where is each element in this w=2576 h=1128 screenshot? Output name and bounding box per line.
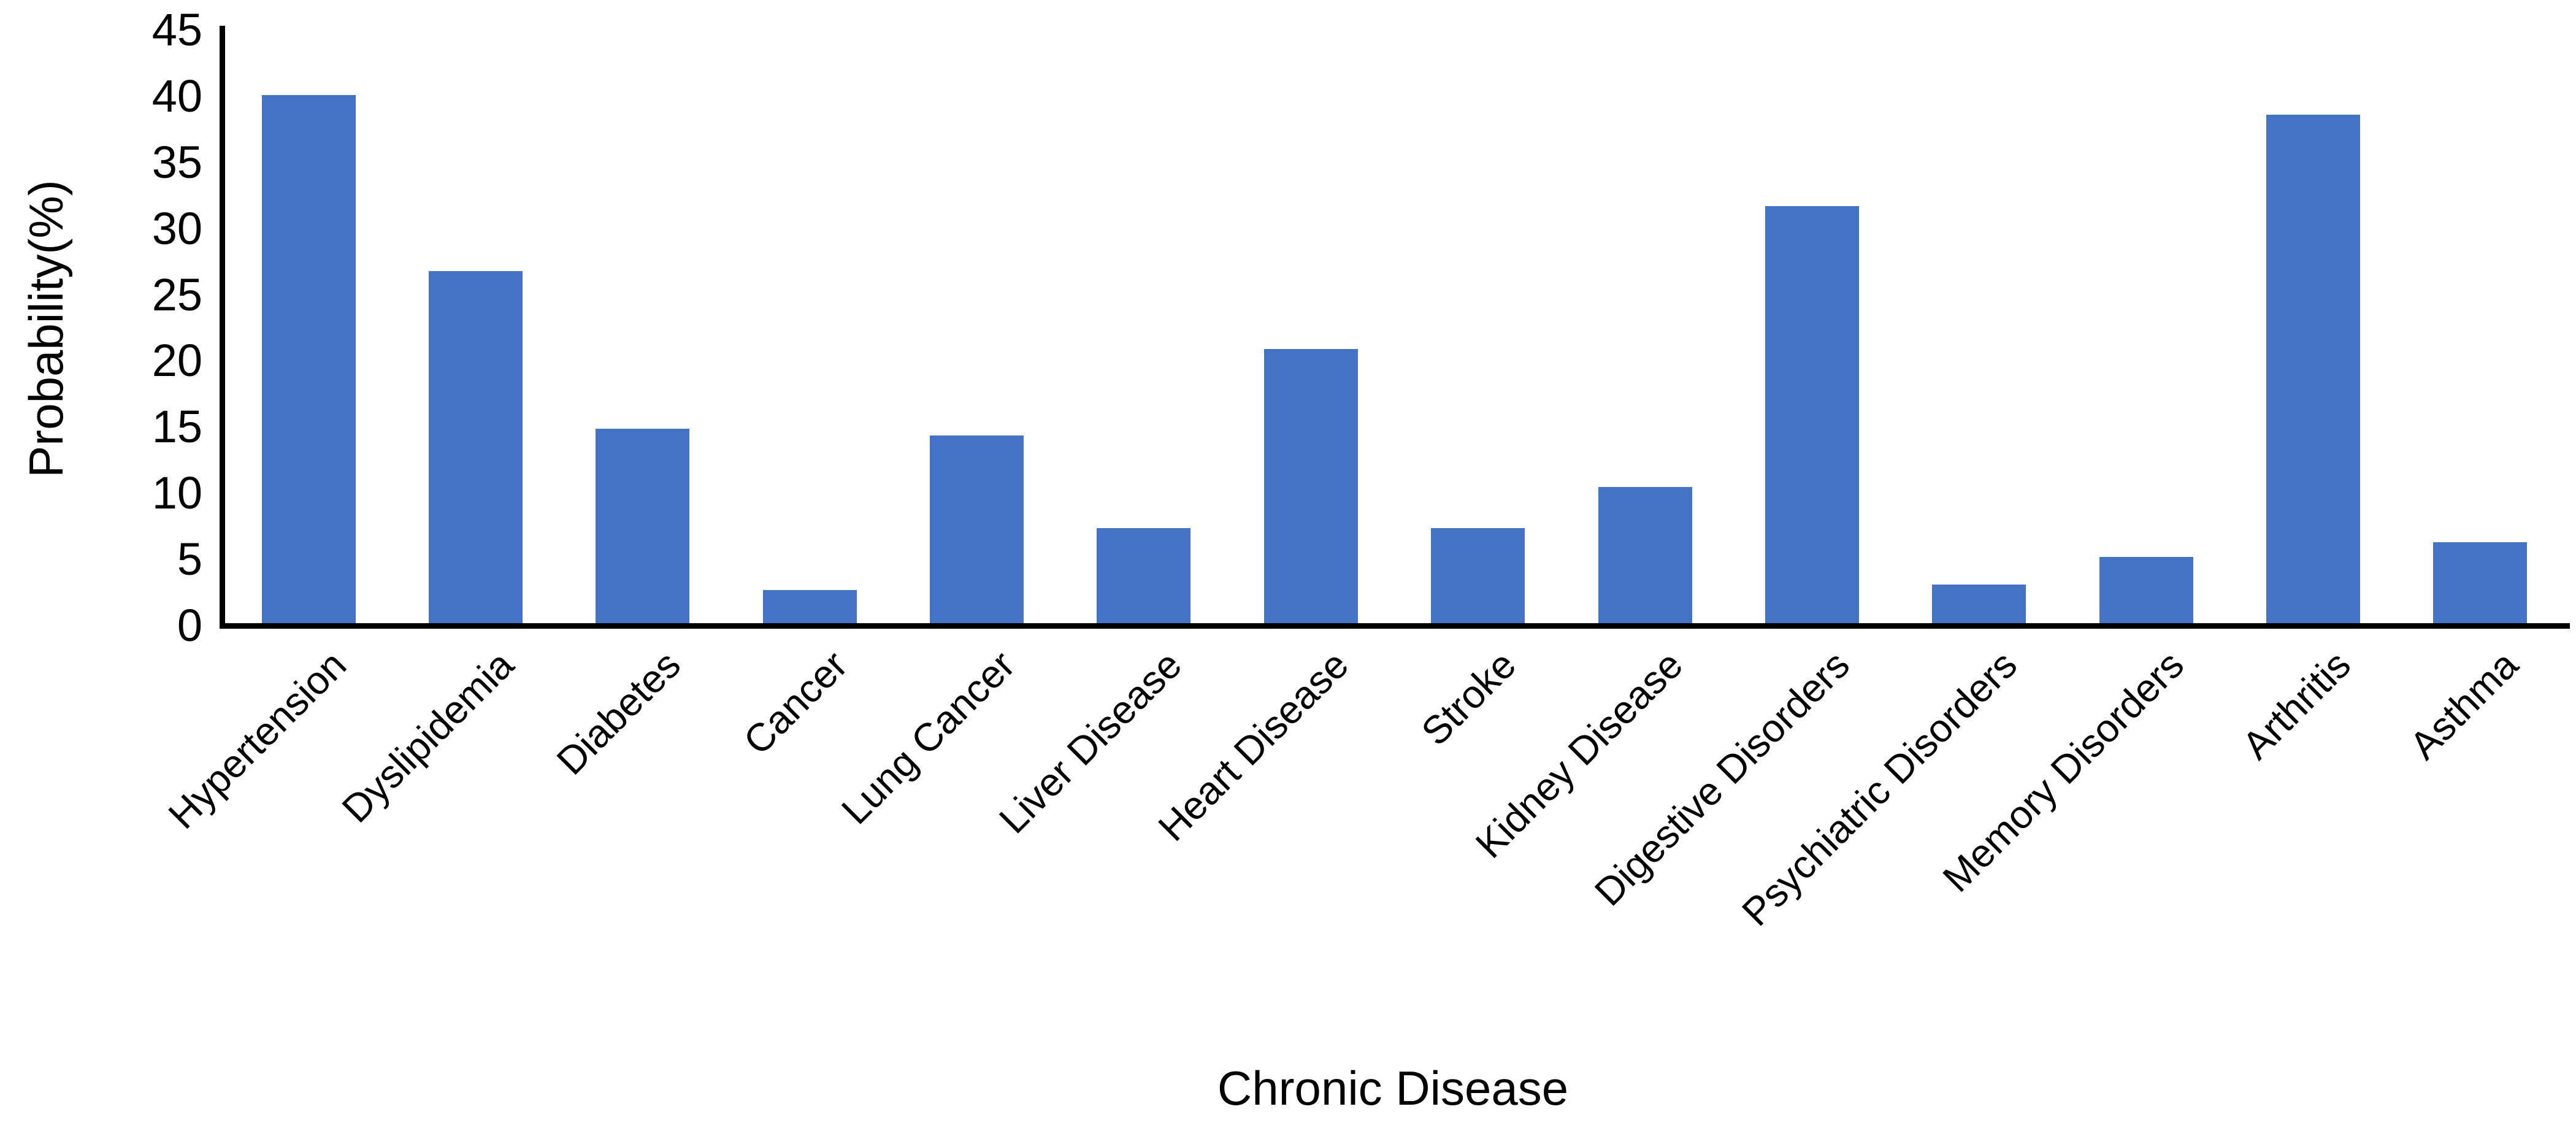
x-axis-title: Chronic Disease <box>1217 1061 1569 1115</box>
x-category-label: Kidney Disease <box>1466 642 1692 867</box>
bar <box>1765 206 1859 623</box>
x-category-label: Lung Cancer <box>833 642 1024 833</box>
bar <box>429 271 523 623</box>
x-category-label: Asthma <box>2401 642 2527 768</box>
bar <box>2266 115 2360 623</box>
y-axis-line <box>220 26 225 629</box>
y-tick-label: 30 <box>151 202 202 254</box>
bar <box>1097 528 1190 623</box>
y-tick-label: 45 <box>151 4 202 55</box>
y-tick-label: 25 <box>151 269 202 320</box>
bar <box>930 435 1024 623</box>
x-category-label: Liver Disease <box>991 642 1190 842</box>
x-category-label: Stroke <box>1413 642 1525 754</box>
y-tick-label: 15 <box>151 401 202 453</box>
y-tick-label: 10 <box>151 467 202 519</box>
y-tick-label: 35 <box>151 136 202 188</box>
x-category-label: Cancer <box>735 642 856 764</box>
bar <box>262 95 356 623</box>
x-category-label: Memory Disorders <box>1934 642 2193 900</box>
bar <box>1932 585 2026 623</box>
bar <box>596 429 689 623</box>
x-category-label: Heart Disease <box>1149 642 1357 850</box>
y-tick-label: 0 <box>177 600 202 651</box>
y-tick-label: 5 <box>177 534 202 585</box>
x-axis-line <box>220 623 2570 629</box>
x-category-label: Digestive Disorders <box>1585 642 1858 915</box>
x-category-label: Arthritis <box>2233 642 2359 768</box>
bar <box>1598 487 1692 623</box>
x-category-label: Psychiatric Disorders <box>1733 642 2026 935</box>
bar <box>2099 557 2193 623</box>
y-tick-label: 20 <box>151 335 202 386</box>
x-category-label: Dyslipidemia <box>333 642 523 831</box>
x-category-label: Diabetes <box>548 642 689 783</box>
bar <box>1431 528 1525 623</box>
y-tick-label: 40 <box>151 70 202 121</box>
bar <box>1264 349 1358 623</box>
bar <box>2433 542 2527 623</box>
bar <box>763 590 857 623</box>
